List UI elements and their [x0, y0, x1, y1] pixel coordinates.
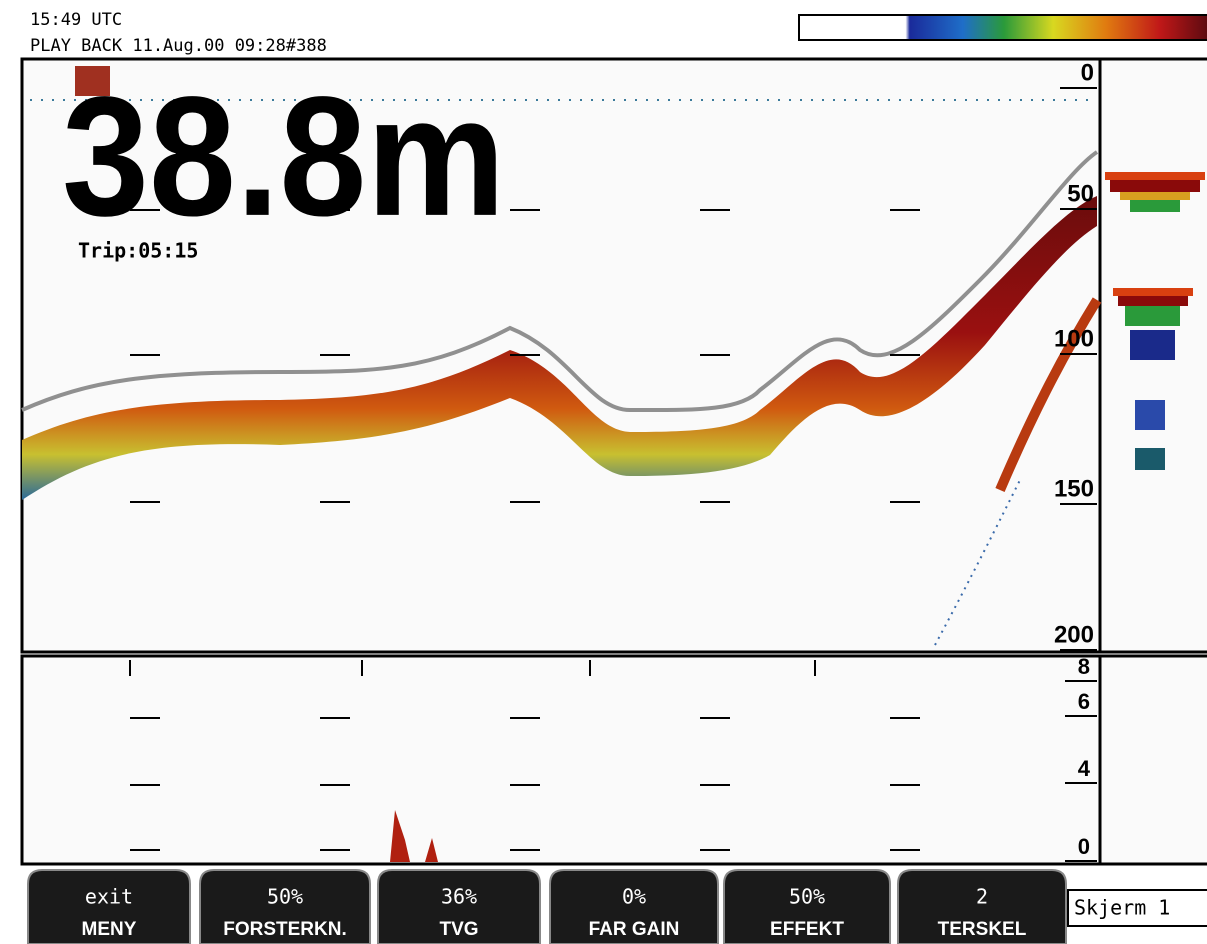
color-scale: [798, 14, 1207, 41]
softkey-label: FAR GAIN: [589, 919, 680, 940]
amplitude-bars: [1105, 172, 1205, 470]
surface-echo: [75, 66, 110, 96]
zoom-label: 6: [1078, 689, 1090, 714]
softkey-value: 50%: [789, 885, 825, 909]
softkey-label: MENY: [82, 919, 137, 940]
echo-trace: [934, 479, 1021, 646]
softkey-value: exit: [85, 885, 133, 909]
clock: 15:49 UTC: [30, 10, 122, 30]
depth-label: 150: [1054, 475, 1094, 502]
zoom-scale: 8 6 4 0: [1065, 654, 1097, 862]
depth-scale: 0 50 100 150 200: [1054, 59, 1097, 651]
softkey-label: TERSKEL: [938, 919, 1027, 940]
depth-label: 50: [1067, 180, 1094, 207]
zoom-frame: [20, 654, 1102, 866]
secondary-echo: [995, 297, 1102, 492]
grid-dashes: [129, 209, 920, 851]
softkey-value: 0%: [622, 885, 646, 909]
softkey: [199, 869, 371, 944]
seabed-echo: [22, 196, 1097, 500]
depth-label: 200: [1054, 621, 1094, 648]
softkey-value: 2: [976, 885, 988, 909]
softkey: [897, 869, 1067, 944]
softkey: [723, 869, 891, 944]
zoom-label: 0: [1078, 834, 1090, 859]
softkey-row: exit MENY 50% FORSTERKN. 36% TVG 0% FAR GAIN 50%…: [27, 869, 1067, 944]
gray-line: [21, 150, 1099, 413]
softkey: [377, 869, 541, 944]
softkey: [27, 869, 191, 944]
screen-label: Skjerm 1: [1074, 896, 1170, 920]
zoom-label: 8: [1078, 654, 1090, 679]
zoom-label: 4: [1078, 756, 1091, 781]
echogram-frame: [20, 57, 1102, 654]
softkey-label: EFFEKT: [770, 919, 844, 940]
depth-label: 0: [1081, 59, 1094, 86]
screen-label-box: [1067, 889, 1207, 927]
zoom-echo: [390, 810, 438, 862]
softkey-value: 36%: [441, 885, 477, 909]
softkey-label: TVG: [439, 919, 478, 940]
zoom-side-panel: [1098, 654, 1207, 866]
depth-label: 100: [1054, 325, 1094, 352]
trip-time: Trip:05:15: [78, 239, 198, 263]
softkey-value: 50%: [267, 885, 303, 909]
softkey-label: FORSTERKN.: [223, 919, 347, 940]
playback-info: PLAY BACK 11.Aug.00 09:28#388: [30, 36, 327, 56]
depth-reading: 38.8m: [62, 61, 505, 251]
softkey: [549, 869, 719, 944]
